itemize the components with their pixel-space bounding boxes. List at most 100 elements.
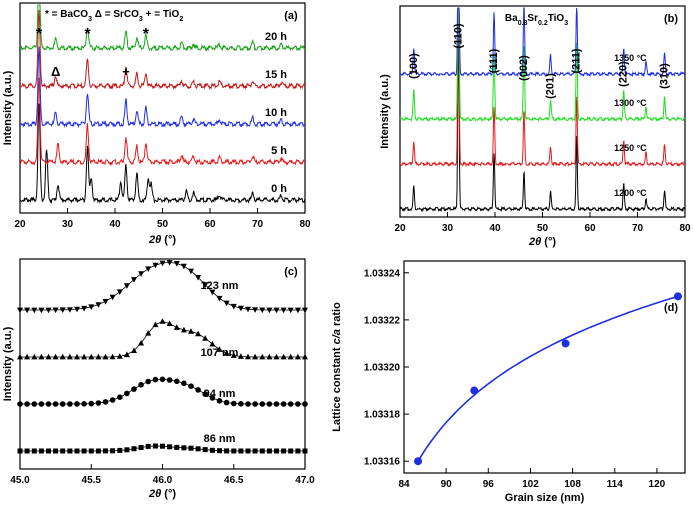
panel-c-marker [45,307,52,314]
panel-a-label: (a) [284,10,298,22]
panel-c-marker [31,307,38,314]
panel-c-marker [110,448,116,454]
panel-b-miller-index: (201) [545,73,557,99]
panel-c-marker [95,353,102,360]
panel-c-marker [17,448,23,454]
panel-c-marker [24,307,31,314]
panel-c-marker [188,445,194,451]
panel-c-marker [209,447,215,453]
panel-c-marker [174,378,180,385]
panel-c-marker [295,401,301,407]
panel-c-label: (c) [284,266,298,278]
panel-b-xtick-label: 30 [442,223,454,234]
panel-a-xlabel: 2θ (°) [148,234,176,246]
panel-c-marker [160,443,165,449]
panel-a-peak-marker: + [122,64,130,79]
panel-c-series-line [20,320,305,358]
panel-c-marker [231,400,237,407]
panel-c-marker [259,307,266,314]
panel-b-miller-index: (110) [452,23,464,48]
panel-c-marker [102,399,109,405]
panel-c-marker [131,386,137,392]
panel-c-marker [102,353,109,360]
panel-a-xtick-label: 80 [299,219,311,230]
panel-c-marker [237,305,244,312]
panel-b-miller-index: (002) [518,55,530,81]
panel-c-marker [81,353,88,360]
panel-c-marker [216,295,223,302]
panel-c-marker [166,377,173,383]
panel-c-marker [152,443,158,449]
panel-b-series-line [399,7,686,123]
panel-c-marker [280,307,287,314]
panel-d-frame [403,260,686,474]
panel-a-peak-marker: * [36,26,43,43]
panel-c-marker [181,445,187,451]
panel-c-marker [294,353,301,360]
panel-c-marker [266,307,273,314]
panel-a-series-label: 20 h [265,31,287,43]
panel-c-marker [195,275,202,281]
panel-c-marker [294,307,301,314]
panel-b-xtick-label: 60 [584,223,596,234]
panel-d-xtick-label: 96 [483,479,495,490]
panel-a-xtick-label: 60 [204,219,216,230]
panel-a-peak-marker: * [143,26,150,43]
panel-c-marker [288,448,294,454]
panel-c-marker [74,401,80,407]
panel-c-marker [159,376,166,383]
panel-c-marker [273,401,280,407]
panel-c-marker [81,401,87,407]
panel-c-marker [31,448,37,454]
panel-c-marker [116,289,123,295]
panel-b-miller-index: (111) [488,48,500,73]
panel-c-marker [180,263,187,270]
panel-c-marker [195,330,202,337]
panel-c-marker [74,448,80,454]
panel-c-marker [259,448,265,454]
panel-c-xtick-label: 46.0 [153,475,173,486]
panel-c-marker [53,448,59,454]
panel-c-marker [138,271,145,277]
panel-a-xtick-label: 20 [14,219,26,230]
panel-d-xtick-label: 114 [607,479,624,490]
panel-d-xlabel: Grain size (nm) [505,492,585,504]
panel-c-marker [88,353,95,360]
panel-b-miller-index: (100) [408,53,420,79]
panel-c-marker [145,443,151,449]
panel-d-xtick-label: 108 [564,479,581,490]
panel-a-frame [19,2,306,214]
panel-c-marker [88,448,94,454]
panel-a-ylabel: Intensity (a.u.) [2,70,14,145]
panel-d-xtick-label: 84 [398,479,410,490]
panel-b-series-line [399,26,686,213]
panel-c-marker [74,306,80,313]
panel-b-xlabel: 2θ (°) [528,236,556,248]
panel-c-marker [59,353,66,360]
panel-b-title: Ba0.8Sr0.2TiO3 [505,13,568,27]
panel-c-marker [174,444,180,450]
panel-d-label: (d) [664,302,678,314]
panel-c-xtick-label: 45.5 [82,475,102,486]
panel-c-marker [217,448,222,454]
panel-c-marker [45,401,52,407]
panel-c-marker [173,324,180,330]
panel-c-marker [138,339,145,346]
panel-c-marker [17,307,23,314]
panel-d-point [414,457,423,466]
panel-c-marker [259,401,266,407]
panel-c-marker [259,353,266,360]
panel-b-ylabel: Intensity (a.u.) [379,74,391,149]
panel-c-marker [88,304,95,310]
panel-c-marker [252,401,258,407]
panel-b-miller-index: (220) [618,61,630,87]
panel-c-marker [117,394,123,401]
panel-c-marker [81,305,88,312]
panel-c-marker [266,448,272,454]
panel-c-marker [24,448,30,454]
panel-c-marker [173,261,180,267]
panel-b-frame [399,5,686,218]
panel-c-marker [152,376,159,383]
panel-b-miller-index: (310) [659,63,671,89]
panel-c-marker [188,268,194,275]
